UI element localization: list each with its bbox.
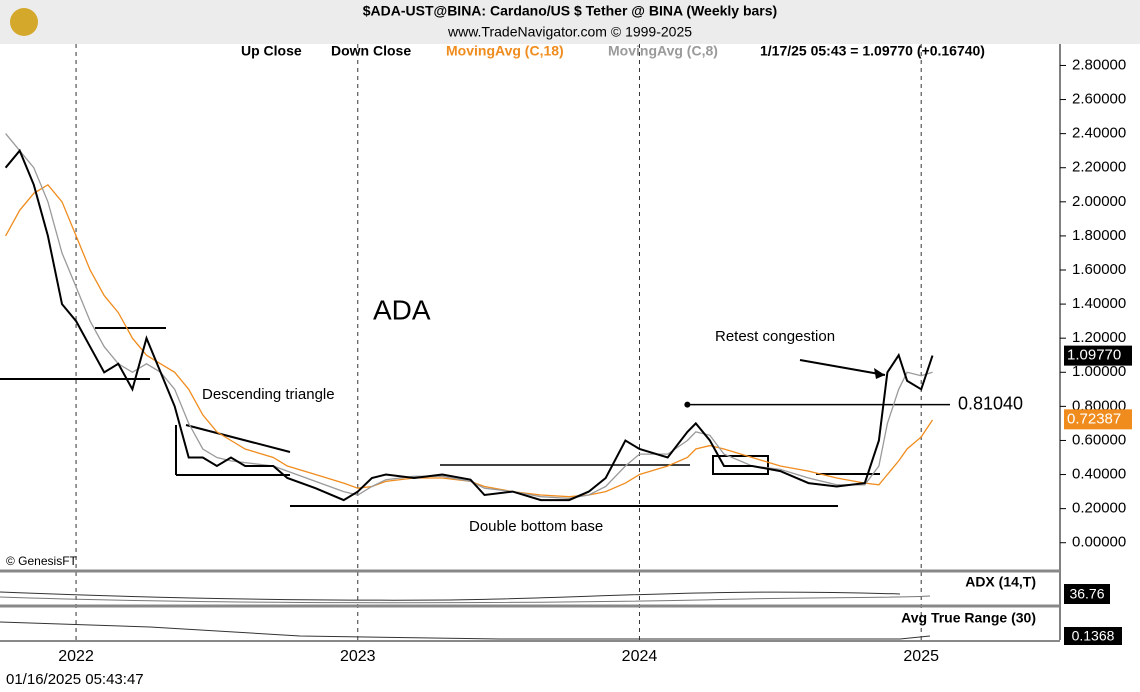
y-tick-label: 2.80000 <box>1072 56 1126 73</box>
legend-up: Up Close <box>241 43 302 59</box>
header-band <box>0 0 1140 44</box>
atr-line <box>0 621 931 640</box>
series-line <box>5 183 934 498</box>
y-tick-label: 1.60000 <box>1072 261 1126 278</box>
x-tick-label: 2023 <box>340 648 376 665</box>
y-tick-label: 0.20000 <box>1072 500 1126 517</box>
congestion-box <box>712 455 769 475</box>
annotation-retest: Retest congestion <box>715 328 835 345</box>
y-tick-label: 1.40000 <box>1072 295 1126 312</box>
atr-box <box>1064 627 1122 645</box>
resistance-point <box>684 401 691 408</box>
adx-label: ADX (14,T) <box>965 574 1036 590</box>
y-tick-label: 2.00000 <box>1072 193 1126 210</box>
quote: 1/17/25 05:43 = 1.09770 (+0.16740) <box>760 43 985 59</box>
y-tick-label: 0.40000 <box>1072 466 1126 483</box>
atr-label: Avg True Range (30) <box>901 610 1036 626</box>
atr-value: 0.1368 <box>1072 628 1115 644</box>
chart-subtitle: www.TradeNavigator.com © 1999-2025 <box>447 24 692 40</box>
chart-title: $ADA-UST@BINA: Cardano/US $ Tether @ BIN… <box>363 3 777 19</box>
retest-arrowhead <box>874 368 885 379</box>
legend-down: Down Close <box>331 43 411 59</box>
adx-line <box>0 591 901 601</box>
value-box-label: 1.09770 <box>1067 347 1121 364</box>
adx-line-2 <box>0 595 931 604</box>
adx-box <box>1064 584 1110 604</box>
y-tick-label: 1.80000 <box>1072 227 1126 244</box>
retest-arrow <box>799 359 886 376</box>
value-box <box>1064 345 1132 366</box>
y-tick-label: 1.00000 <box>1072 363 1126 380</box>
triangle-top <box>185 424 291 453</box>
series-line <box>4 148 934 502</box>
x-tick-label: 2025 <box>903 648 939 665</box>
value-box-label: 0.72387 <box>1067 410 1121 427</box>
x-tick-label: 2024 <box>622 648 658 665</box>
annotation-triangle: Descending triangle <box>202 386 335 403</box>
logo <box>10 8 38 36</box>
copyright: © GenesisFT <box>6 554 78 568</box>
adx-value: 36.76 <box>1069 586 1104 602</box>
y-tick-label: 2.20000 <box>1072 159 1126 176</box>
value-box <box>1064 409 1132 430</box>
legend-ma8: MovingAvg (C,8) <box>608 43 718 59</box>
y-tick-label: 0.60000 <box>1072 431 1126 448</box>
x-tick-label: 2022 <box>58 648 94 665</box>
y-tick-label: 1.20000 <box>1072 329 1126 346</box>
annotation-ada: ADA <box>373 294 431 325</box>
legend-ma18: MovingAvg (C,18) <box>446 43 564 59</box>
y-tick-label: 2.60000 <box>1072 91 1126 108</box>
y-tick-label: 2.40000 <box>1072 125 1126 142</box>
timestamp: 01/16/2025 05:43:47 <box>6 671 144 688</box>
resistance-label: 0.81040 <box>958 393 1023 413</box>
annotation-double-bottom: Double bottom base <box>469 518 603 535</box>
y-tick-label: 0.00000 <box>1072 534 1126 551</box>
